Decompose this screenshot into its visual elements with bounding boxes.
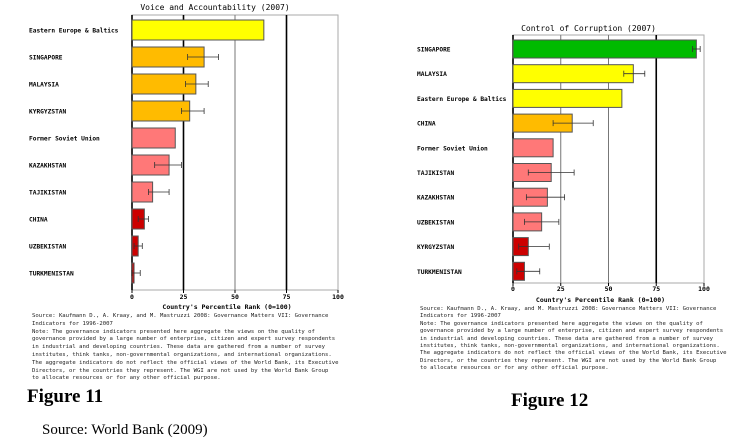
tick-label: 100 (698, 285, 710, 293)
category-label: TAJIKISTAN (417, 170, 455, 177)
category-label: SINGAPORE (417, 47, 451, 54)
bar (131, 19, 265, 41)
source-caption: Source: World Bank (2009) (42, 422, 208, 438)
category-label: CHINA (29, 217, 48, 224)
note-line: institutes, think tanks, non-governmenta… (420, 343, 720, 350)
category-label: Eastern Europe & Baltics (417, 95, 507, 103)
tick-label: 75 (283, 293, 291, 301)
bar (512, 88, 623, 108)
tick-label: 0 (130, 293, 134, 301)
category-label: Eastern Europe & Baltics (29, 27, 119, 35)
figure-11-caption: Figure 11 (27, 386, 104, 407)
category-label: TURKMENISTAN (417, 269, 462, 276)
note-line: The aggregate indicators do not reflect … (420, 350, 727, 357)
note-line: Note: The governance indicators presente… (32, 328, 315, 335)
note-line: The aggregate indicators do not reflect … (32, 359, 339, 366)
tick-label: 100 (332, 293, 344, 301)
note-line: institutes, think tanks, non-governmenta… (32, 351, 332, 358)
x-axis-label: Country's Percentile Rank (0=100) (536, 296, 665, 304)
note-line: in industrial and developing countries. … (420, 335, 713, 342)
note-line: to allocate resources or for any other o… (420, 365, 609, 372)
chart-note-voice: Source: Kaufmann D., A. Kraay, and M. Ma… (32, 313, 338, 383)
category-label: MALAYSIA (29, 82, 59, 89)
tick-label: 75 (652, 285, 660, 293)
tick-label: 50 (231, 293, 239, 301)
tick-label: 25 (180, 293, 188, 301)
figure-12-caption: Figure 12 (511, 390, 589, 411)
tick-label: 50 (605, 285, 613, 293)
chart-title: Control of Corruption (2007) (521, 24, 656, 33)
note-line: governance provided by a large number of… (420, 328, 724, 335)
note-line: Directors, or the countries they represe… (32, 367, 329, 374)
bar (512, 39, 697, 59)
category-label: SINGAPORE (29, 55, 63, 62)
category-label: CHINA (417, 121, 436, 128)
bar (131, 127, 176, 149)
category-label: TAJIKISTAN (29, 190, 67, 197)
category-label: KYRGYZSTAN (417, 244, 455, 251)
category-label: Former Soviet Union (29, 135, 100, 143)
bar (512, 138, 554, 158)
bar (131, 100, 191, 122)
category-label: Former Soviet Union (417, 144, 488, 152)
category-label: MALAYSIA (417, 71, 447, 78)
note-line: Indicators for 1996-2007 (420, 313, 501, 320)
tick-label: 25 (557, 285, 565, 293)
x-axis-label: Country's Percentile Rank (0=100) (162, 303, 291, 311)
note-line: Note: The governance indicators presente… (420, 320, 703, 327)
category-label: TURKMENISTAN (29, 271, 74, 278)
bar (512, 64, 634, 84)
category-label: UZBEKISTAN (29, 244, 67, 251)
note-line: Directors, or the countries they represe… (420, 357, 717, 364)
chart-note-corruption: Source: Kaufmann D., A. Kraay, and M. Ma… (420, 306, 726, 373)
note-line: governance provided by a large number of… (32, 336, 336, 343)
note-line: to allocate resources or for any other o… (32, 375, 221, 382)
note-line: Source: Kaufmann D., A. Kraay, and M. Ma… (420, 306, 717, 312)
category-label: KYRGYZSTAN (29, 109, 67, 116)
tick-label: 0 (511, 285, 515, 293)
note-line: Indicators for 1996-2007 (32, 320, 113, 327)
category-label: KAZAKHSTAN (417, 195, 455, 202)
note-line: Source: Kaufmann D., A. Kraay, and M. Ma… (32, 313, 329, 319)
category-label: UZBEKISTAN (417, 219, 455, 226)
chart-title: Voice and Accountability (2007) (140, 3, 289, 12)
category-label: KAZAKHSTAN (29, 163, 67, 170)
note-line: in industrial and developing countries. … (32, 344, 325, 351)
